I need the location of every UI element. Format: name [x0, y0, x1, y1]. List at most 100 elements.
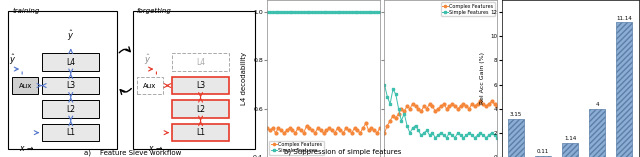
Simple Features — [323, 11, 330, 13]
Complex Features — [272, 132, 280, 134]
FancyBboxPatch shape — [42, 100, 99, 118]
Legend: Complex Features, Simple Features: Complex Features, Simple Features — [440, 2, 495, 16]
Simple Features — [263, 11, 271, 13]
Complex Features — [362, 122, 370, 124]
Line: Simple Features: Simple Features — [266, 11, 381, 14]
Complex Features — [482, 105, 490, 107]
Simple Features — [463, 134, 470, 136]
FancyBboxPatch shape — [12, 77, 38, 94]
Simple Features — [280, 11, 288, 13]
Simple Features — [275, 11, 282, 13]
Simple Features — [417, 134, 425, 136]
Simple Features — [269, 11, 276, 13]
Simple Features — [367, 11, 375, 13]
Text: $x$ →: $x$ → — [19, 144, 34, 153]
Complex Features — [381, 132, 388, 134]
Complex Features — [423, 108, 431, 110]
Complex Features — [342, 127, 350, 129]
Complex Features — [471, 105, 479, 107]
Text: L4: L4 — [196, 57, 205, 67]
Complex Features — [269, 127, 276, 129]
Complex Features — [291, 132, 299, 134]
Complex Features — [445, 105, 453, 107]
Complex Features — [323, 130, 330, 131]
Simple Features — [429, 132, 436, 134]
Simple Features — [294, 11, 302, 13]
Simple Features — [491, 134, 499, 136]
Complex Features — [353, 130, 361, 131]
Complex Features — [389, 115, 397, 117]
Simple Features — [485, 134, 493, 136]
Simple Features — [401, 113, 408, 114]
Complex Features — [392, 117, 399, 119]
Line: Complex Features: Complex Features — [383, 100, 499, 134]
Complex Features — [477, 100, 484, 102]
Complex Features — [415, 108, 422, 110]
Simple Features — [348, 11, 356, 13]
Simple Features — [331, 11, 339, 13]
Simple Features — [403, 125, 411, 127]
Simple Features — [272, 11, 280, 13]
Simple Features — [420, 132, 428, 134]
Complex Features — [493, 105, 501, 107]
Legend: Complex Features, Simple Features: Complex Features, Simple Features — [269, 141, 324, 155]
Y-axis label: L4 decodability: L4 decodability — [241, 52, 248, 105]
Text: L4: L4 — [66, 57, 76, 67]
Simple Features — [303, 11, 310, 13]
Complex Features — [474, 103, 481, 105]
Text: b) Suppression of simple features: b) Suppression of simple features — [284, 149, 401, 155]
Simple Features — [437, 132, 445, 134]
Simple Features — [300, 11, 308, 13]
Y-axis label: Rel Acc Gain (%): Rel Acc Gain (%) — [480, 52, 485, 105]
Simple Features — [356, 11, 364, 13]
Complex Features — [351, 127, 358, 129]
Text: 1.14: 1.14 — [564, 136, 576, 141]
Simple Features — [477, 132, 484, 134]
Simple Features — [334, 11, 342, 13]
Simple Features — [426, 134, 433, 136]
Simple Features — [342, 11, 350, 13]
Simple Features — [474, 134, 481, 136]
Text: L3: L3 — [196, 81, 205, 90]
Simple Features — [409, 127, 417, 129]
Complex Features — [319, 132, 327, 134]
Complex Features — [325, 127, 333, 129]
Simple Features — [392, 93, 399, 95]
Simple Features — [488, 132, 495, 134]
FancyBboxPatch shape — [172, 100, 229, 118]
Simple Features — [435, 134, 442, 136]
Simple Features — [325, 11, 333, 13]
Complex Features — [463, 105, 470, 107]
FancyBboxPatch shape — [172, 53, 229, 71]
Complex Features — [397, 108, 405, 110]
Simple Features — [482, 137, 490, 139]
Complex Features — [491, 103, 499, 105]
Complex Features — [337, 130, 344, 131]
FancyBboxPatch shape — [137, 77, 163, 94]
Simple Features — [468, 134, 476, 136]
Text: 4: 4 — [595, 102, 599, 107]
Simple Features — [266, 11, 274, 13]
Simple Features — [457, 134, 465, 136]
Complex Features — [479, 103, 487, 105]
Simple Features — [286, 11, 294, 13]
Complex Features — [488, 100, 495, 102]
Simple Features — [397, 120, 405, 122]
Text: L1: L1 — [196, 128, 205, 137]
Complex Features — [460, 103, 467, 105]
Complex Features — [468, 103, 476, 105]
Complex Features — [435, 108, 442, 110]
FancyBboxPatch shape — [133, 11, 255, 149]
Simple Features — [376, 11, 384, 13]
Text: $\hat{y}$: $\hat{y}$ — [10, 52, 17, 67]
Simple Features — [311, 11, 319, 13]
Text: Aux: Aux — [19, 83, 32, 89]
Complex Features — [359, 127, 367, 129]
Complex Features — [283, 130, 291, 131]
Simple Features — [493, 137, 501, 139]
Complex Features — [429, 105, 436, 107]
Complex Features — [376, 127, 384, 129]
FancyBboxPatch shape — [8, 11, 118, 149]
Complex Features — [426, 103, 433, 105]
Text: L1: L1 — [66, 128, 76, 137]
